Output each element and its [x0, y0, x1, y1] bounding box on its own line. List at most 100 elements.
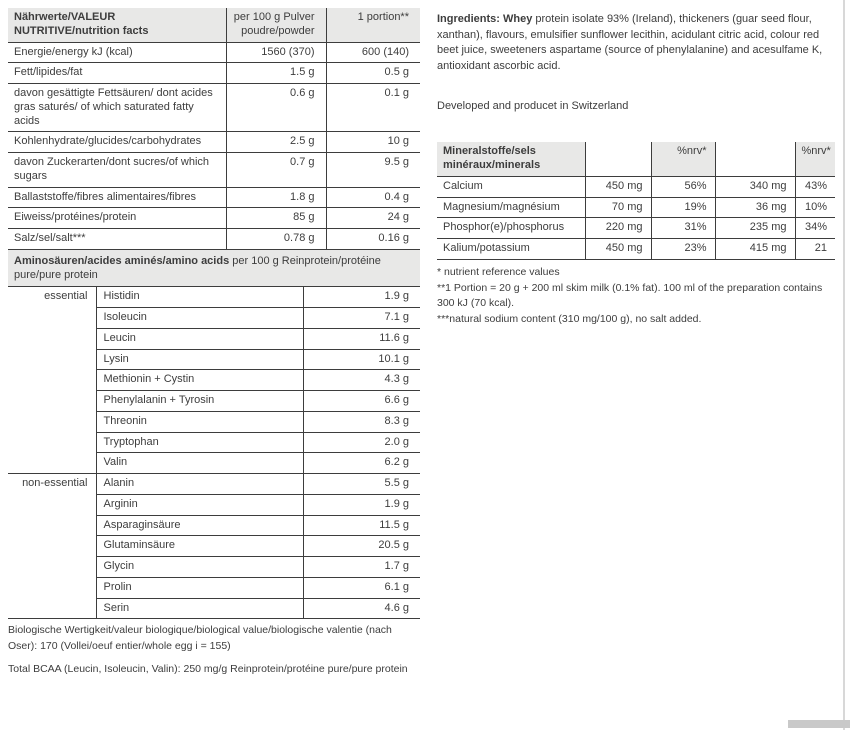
table-row: Isoleucin 7.1 g	[8, 307, 420, 329]
table-row: Glutaminsäure 20.5 g	[8, 535, 420, 558]
amino-value: 1.9 g	[302, 494, 420, 516]
row-label: Energie/energy kJ (kcal)	[8, 42, 226, 64]
table-row: non-essential Alanin 5.5 g	[8, 473, 420, 620]
mineral-amount-1: 450 mg	[584, 176, 651, 198]
row-label: Ballaststoffe/fibres alimentaires/fibres	[8, 187, 226, 209]
minerals-header-label: Mineralstoffe/sels minéraux/minerals	[437, 142, 585, 177]
right-column: Ingredients: Whey protein isolate 93% (I…	[437, 12, 835, 328]
row-per100-value: 0.6 g	[225, 83, 326, 133]
table-row: Calcium 450 mg 56% 340 mg 43%	[437, 176, 835, 198]
amino-value: 7.1 g	[302, 307, 420, 329]
mineral-label: Kalium/potassium	[437, 238, 585, 260]
amino-name: Isoleucin	[95, 307, 303, 329]
amino-value: 20.5 g	[302, 535, 420, 558]
table-row: Valin 6.2 g	[8, 452, 420, 475]
row-portion-value: 0.1 g	[325, 83, 420, 133]
amino-name: Leucin	[95, 328, 303, 350]
mineral-amount-1: 450 mg	[584, 238, 651, 260]
table-row: Kalium/potassium 450 mg 23% 415 mg 21	[437, 238, 835, 260]
minerals-table: Mineralstoffe/sels minéraux/minerals %nr…	[437, 142, 835, 260]
row-portion-value: 0.4 g	[325, 187, 420, 209]
scrollbar-horizontal-thumb[interactable]	[788, 720, 850, 728]
table-row: davon Zuckerarten/dont sucres/of which s…	[8, 152, 420, 188]
right-footnotes: * nutrient reference values **1 Portion …	[437, 265, 835, 328]
table-row: Asparaginsäure 11.5 g	[8, 515, 420, 537]
table-row: Magnesium/magnésium 70 mg 19% 36 mg 10%	[437, 197, 835, 219]
portion-footnote: **1 Portion = 20 g + 200 ml skim milk (0…	[437, 281, 823, 310]
table-row: Glycin 1.7 g	[8, 556, 420, 578]
table-row: davon gesättigte Fettsäuren/ dont acides…	[8, 83, 420, 133]
table-row: essential Histidin 1.9 g	[8, 287, 420, 475]
amino-acids-table: essential Histidin 1.9 g Isoleucin 7.1 g…	[8, 287, 420, 620]
table-row: Threonin 8.3 g	[8, 411, 420, 433]
minerals-header-nrv-1: %nrv*	[650, 142, 715, 177]
mineral-amount-2: 340 mg	[714, 176, 795, 198]
row-portion-value: 0.16 g	[325, 228, 420, 250]
amino-name: Tryptophan	[95, 432, 303, 454]
row-per100-value: 1.8 g	[225, 187, 326, 209]
origin-note: Developed and producet in Switzerland	[437, 100, 629, 113]
nutrition-header-per100: per 100 g Pulver poudre/powder	[225, 8, 326, 43]
total-bcaa-footnote: Total BCAA (Leucin, Isoleucin, Valin): 2…	[8, 662, 408, 675]
scrollbar-vertical-track[interactable]	[843, 0, 845, 730]
table-row: Phenylalanin + Tyrosin 6.6 g	[8, 390, 420, 412]
table-row: Serin 4.6 g	[8, 598, 420, 620]
amino-value: 6.1 g	[302, 577, 420, 599]
amino-acids-section-header: Aminosäuren/acides aminés/amino acids pe…	[8, 249, 420, 288]
amino-name: Glutaminsäure	[95, 535, 303, 558]
mineral-label: Magnesium/magnésium	[437, 197, 585, 219]
mineral-amount-1: 220 mg	[584, 217, 651, 240]
biological-value-footnote: Biologische Wertigkeit/valeur biologique…	[8, 624, 392, 652]
row-label: Kohlenhydrate/glucides/carbohydrates	[8, 131, 226, 153]
mineral-nrv-2: 21	[794, 238, 835, 260]
mineral-amount-2: 415 mg	[714, 238, 795, 260]
table-row: Fett/lipides/fat 1.5 g 0.5 g	[8, 62, 420, 84]
table-row: Arginin 1.9 g	[8, 494, 420, 516]
table-row: Eiweiss/protéines/protein 85 g 24 g	[8, 207, 420, 229]
amino-value: 11.5 g	[302, 515, 420, 537]
mineral-label: Phosphor(e)/phosphorus	[437, 217, 585, 240]
ingredients-lead: Ingredients: Whey	[437, 13, 533, 25]
ingredients-paragraph: Ingredients: Whey protein isolate 93% (I…	[437, 12, 835, 74]
amino-value: 6.2 g	[302, 452, 420, 475]
row-portion-value: 24 g	[325, 207, 420, 229]
amino-name: Asparaginsäure	[95, 515, 303, 537]
row-label: Salz/sel/salt***	[8, 228, 226, 250]
amino-name: Glycin	[95, 556, 303, 578]
amino-name: Histidin	[95, 287, 303, 309]
amino-value: 11.6 g	[302, 328, 420, 350]
mineral-amount-1: 70 mg	[584, 197, 651, 219]
amino-name: Phenylalanin + Tyrosin	[95, 390, 303, 412]
amino-value: 10.1 g	[302, 349, 420, 371]
table-row: Kohlenhydrate/glucides/carbohydrates 2.5…	[8, 131, 420, 153]
amino-value: 4.3 g	[302, 369, 420, 392]
mineral-nrv-1: 56%	[650, 176, 715, 198]
amino-name: Lysin	[95, 349, 303, 371]
row-portion-value: 600 (140)	[325, 42, 420, 64]
minerals-header-spacer	[714, 142, 795, 177]
amino-value: 8.3 g	[302, 411, 420, 433]
mineral-nrv-2: 43%	[794, 176, 835, 198]
table-row: Leucin 11.6 g	[8, 328, 420, 350]
table-row: Methionin + Cystin 4.3 g	[8, 369, 420, 392]
amino-name: Alanin	[95, 473, 303, 495]
row-label: Fett/lipides/fat	[8, 62, 226, 84]
amino-name: Methionin + Cystin	[95, 369, 303, 392]
row-per100-value: 0.7 g	[225, 152, 326, 188]
amino-name: Valin	[95, 452, 303, 475]
row-per100-value: 2.5 g	[225, 131, 326, 153]
left-column: Nährwerte/VALEUR NUTRITIVE/nutrition fac…	[8, 8, 420, 677]
amino-value: 4.6 g	[302, 598, 420, 620]
mineral-nrv-1: 23%	[650, 238, 715, 260]
row-per100-value: 1560 (370)	[225, 42, 326, 64]
mineral-amount-2: 36 mg	[714, 197, 795, 219]
mineral-nrv-1: 19%	[650, 197, 715, 219]
row-portion-value: 0.5 g	[325, 62, 420, 84]
mineral-label: Calcium	[437, 176, 585, 198]
nutrition-header-portion: 1 portion**	[325, 8, 420, 43]
table-row: Energie/energy kJ (kcal) 1560 (370) 600 …	[8, 42, 420, 64]
mineral-nrv-2: 34%	[794, 217, 835, 240]
amino-group-essential-label: essential	[8, 287, 96, 475]
sodium-footnote: ***natural sodium content (310 mg/100 g)…	[437, 313, 702, 326]
amino-value: 5.5 g	[302, 473, 420, 495]
